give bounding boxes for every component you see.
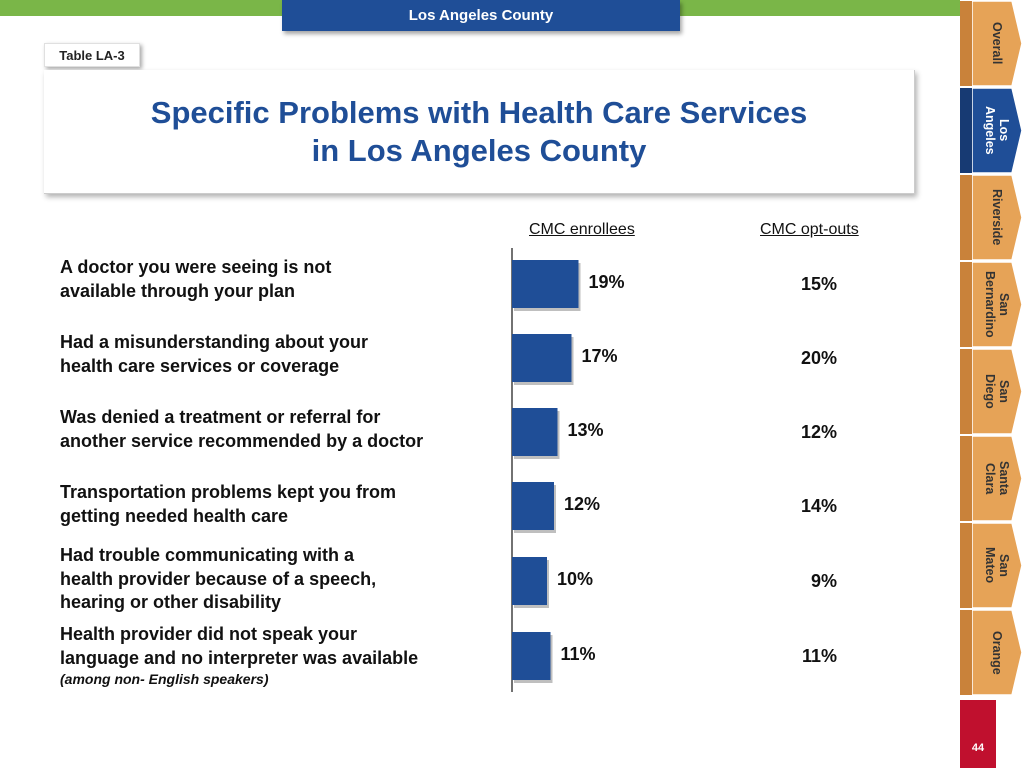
tab-edge <box>960 523 972 608</box>
bar-enrollees <box>512 482 554 530</box>
value-label-optouts: 15% <box>800 274 837 294</box>
row-label-line: health care services or coverage <box>60 355 340 376</box>
row-label-line: Was denied a treatment or referral for <box>60 407 381 427</box>
value-label-enrollees: 12% <box>564 494 601 514</box>
tab-shape <box>960 261 1023 348</box>
tab-overall[interactable]: Overall <box>960 0 1024 87</box>
page-title-line2: in Los Angeles County <box>311 132 647 168</box>
bar-enrollees <box>512 334 572 382</box>
row-label-line: language and no interpreter was availabl… <box>60 647 419 668</box>
tab-label: Los Angeles <box>983 106 1011 155</box>
tab-edge <box>960 1 972 86</box>
row-label-line: getting needed health care <box>60 505 289 526</box>
row-label-line: health provider because of a speech, <box>60 568 377 589</box>
row-label: Was denied a treatment or referral for a… <box>60 406 490 453</box>
row-label-note: (among non- English speakers) <box>60 671 269 687</box>
page-number-bar <box>960 700 996 768</box>
tab-shape <box>960 348 1023 435</box>
title-box: Specific Problems with Health Care Servi… <box>44 70 915 194</box>
tab-edge <box>960 175 972 260</box>
value-label-enrollees: 13% <box>567 420 604 440</box>
value-label-enrollees: 17% <box>581 346 618 366</box>
tab-shape <box>960 435 1023 522</box>
row-label-line: available through your plan <box>60 280 296 301</box>
county-tab-nav: Overall Los Angeles Riverside San Bernardin… <box>960 0 1024 768</box>
tab-san-bernardino[interactable]: San Bernardino <box>960 261 1024 348</box>
bar-enrollees <box>512 557 547 605</box>
tab-san-mateo[interactable]: San Mateo <box>960 522 1024 609</box>
tab-riverside[interactable]: Riverside <box>960 174 1024 261</box>
row-label-line: Had trouble communicating with a <box>60 545 355 565</box>
tab-edge <box>960 610 972 695</box>
bar-enrollees <box>512 260 579 308</box>
tab-label: San Bernardino <box>983 271 1011 338</box>
row-label: Health provider did not speak your langu… <box>60 623 490 688</box>
bar-shadow <box>514 485 556 533</box>
table-label: Table LA-3 <box>44 43 140 67</box>
value-label-optouts: 11% <box>801 646 837 666</box>
row-label: Had trouble communicating with a health … <box>60 544 490 615</box>
tab-label: Overall <box>990 22 1004 65</box>
bar-enrollees <box>512 408 558 456</box>
tab-orange[interactable]: Orange <box>960 609 1024 696</box>
page-number: 44 <box>971 742 985 754</box>
tab-label: Riverside <box>990 189 1004 246</box>
row-label-line: hearing or other disability <box>60 592 282 612</box>
tab-label: Orange <box>990 630 1004 675</box>
tab-shape <box>960 87 1023 174</box>
tab-san-diego[interactable]: San Diego <box>960 348 1024 435</box>
value-label-optouts: 20% <box>800 348 837 368</box>
row-label: A doctor you were seeing is not availabl… <box>60 256 490 303</box>
row-label: Transportation problems kept you from ge… <box>60 481 490 528</box>
tab-label: Santa Clara <box>983 461 1011 496</box>
bar-shadow <box>514 635 553 683</box>
bar-shadow <box>514 560 549 608</box>
tab-edge <box>960 88 972 173</box>
bar-shadow <box>514 337 574 385</box>
value-label-optouts: 12% <box>800 422 837 442</box>
column-header-enrollees: CMC enrollees <box>529 221 635 238</box>
tab-shape <box>960 0 1023 87</box>
row-label-line: Transportation problems kept you from <box>60 482 397 502</box>
tab-edge <box>960 436 972 521</box>
column-header-optouts: CMC opt-outs <box>760 221 859 238</box>
value-label-enrollees: 11% <box>560 644 596 664</box>
county-banner: Los Angeles County <box>282 0 680 31</box>
bar-shadow <box>514 263 581 311</box>
row-label-line: A doctor you were seeing is not <box>60 257 332 277</box>
tab-shape <box>960 609 1023 696</box>
tab-shape <box>960 174 1023 261</box>
tab-shape <box>960 522 1023 609</box>
value-label-enrollees: 19% <box>588 272 625 292</box>
tab-label: San Diego <box>983 374 1011 409</box>
tab-edge <box>960 349 972 434</box>
tab-label: San Mateo <box>983 547 1011 584</box>
row-label-line: another service recommended by a doctor <box>60 430 424 451</box>
page-title-line1: Specific Problems with Health Care Servi… <box>150 94 808 130</box>
tab-los-angeles[interactable]: Los Angeles <box>960 87 1024 174</box>
tab-edge <box>960 262 972 347</box>
bar-shadow <box>514 411 560 459</box>
value-label-optouts: 9% <box>810 571 837 591</box>
tab-santa-clara[interactable]: Santa Clara <box>960 435 1024 522</box>
bar-enrollees <box>512 632 551 680</box>
value-label-optouts: 14% <box>800 496 837 516</box>
value-label-enrollees: 10% <box>557 569 594 589</box>
row-label-line: Had a misunderstanding about your <box>60 332 369 352</box>
row-label: Had a misunderstanding about your health… <box>60 331 490 378</box>
row-label-line: Health provider did not speak your <box>60 624 358 644</box>
